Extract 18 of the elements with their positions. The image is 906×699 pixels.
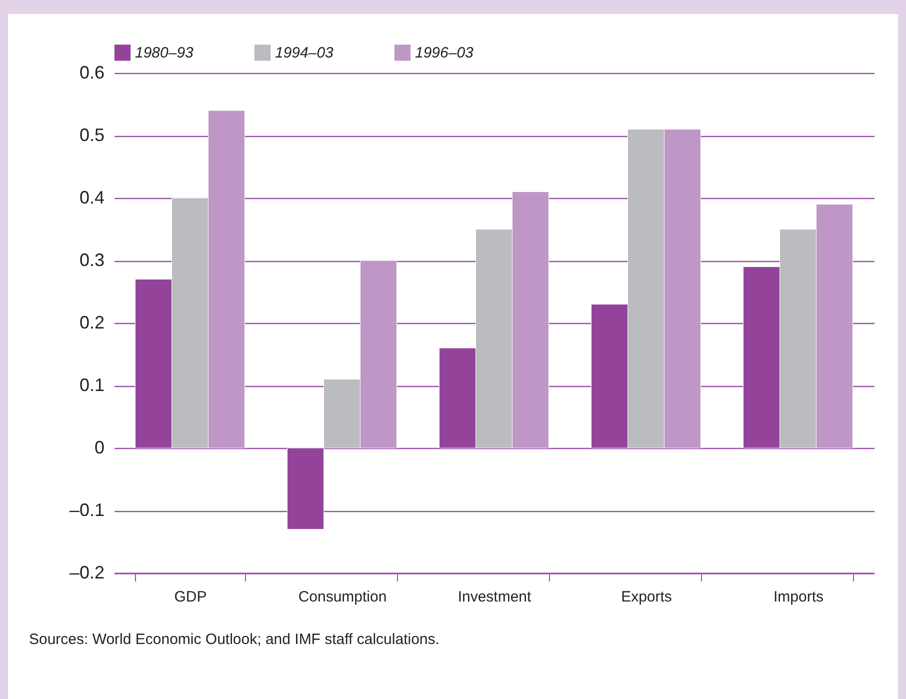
legend-label: 1980–93 (135, 44, 194, 62)
y-tick-label: 0.5 (79, 125, 104, 145)
legend-label: 1996–03 (415, 44, 474, 62)
source-note: Sources: World Economic Outlook; and IMF staff calculations. (28, 631, 440, 648)
legend-label: 1994–03 (275, 44, 334, 62)
y-tick-label: 0.2 (79, 312, 104, 332)
y-tick-label: 0.4 (79, 188, 104, 208)
x-tick-label: Investment (458, 588, 532, 606)
y-tick-label: 0.6 (79, 62, 104, 82)
y-tick-label: –0.2 (69, 562, 104, 582)
y-tick-label: 0.1 (79, 375, 104, 395)
y-tick-label: 0.3 (79, 250, 104, 270)
x-tick-label: Exports (621, 588, 672, 606)
y-tick-label: 0 (94, 438, 104, 458)
x-tick-label: Consumption (298, 588, 387, 606)
x-tick-label: GDP (174, 588, 207, 606)
y-tick-label: –0.1 (69, 500, 104, 520)
x-tick-label: Imports (773, 588, 824, 606)
